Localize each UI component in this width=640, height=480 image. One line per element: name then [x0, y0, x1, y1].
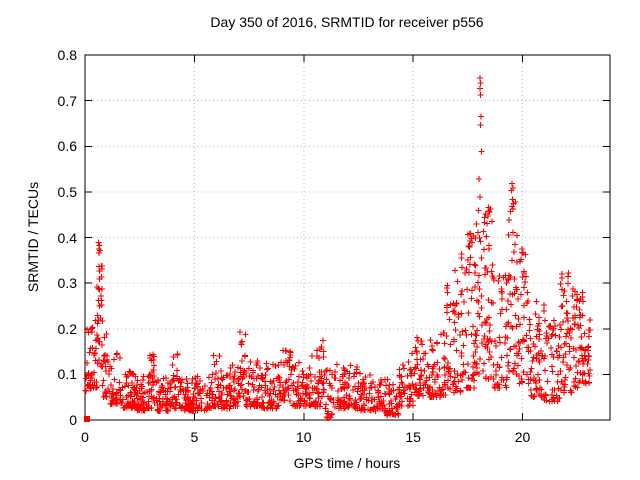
y-tick-label: 0.3: [57, 275, 77, 292]
y-tick-label: 0.8: [57, 47, 77, 63]
y-tick-label: 0.7: [57, 92, 77, 109]
y-tick-label: 0.2: [57, 320, 77, 337]
y-tick-label: 0.6: [57, 138, 77, 155]
x-tick-label: 5: [190, 429, 199, 445]
y-tick-label: 0.4: [57, 229, 77, 246]
y-tick-label: 0.5: [57, 183, 77, 200]
x-tick-label: 0: [81, 429, 89, 445]
x-tick-label: 10: [295, 429, 312, 445]
x-axis-label: GPS time / hours: [293, 455, 401, 471]
y-tick-label: 0: [69, 412, 77, 428]
x-tick-label: 15: [405, 429, 421, 445]
y-tick-label: 0.1: [57, 366, 77, 383]
x-tick-label: 20: [514, 429, 531, 445]
chart-title: Day 350 of 2016, SRMTID for receiver p55…: [210, 14, 484, 30]
